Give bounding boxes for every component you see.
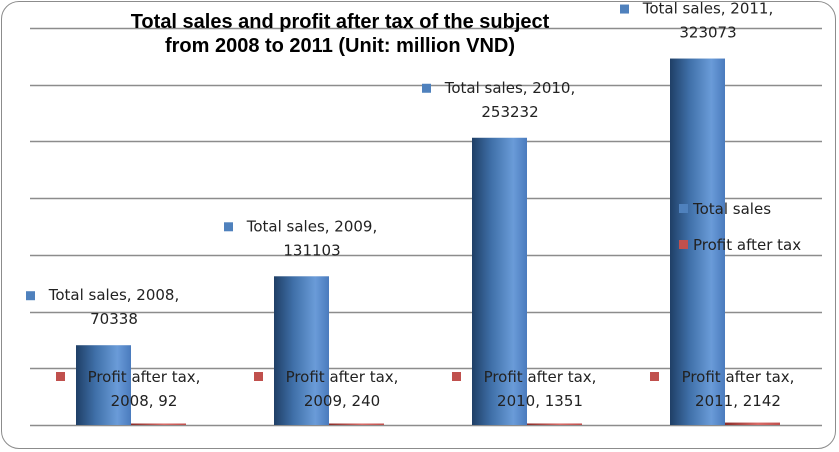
- chart-title-line-1: Total sales and profit after tax of the …: [130, 11, 550, 33]
- data-label-total-sales: Total sales, 2009,: [246, 217, 378, 235]
- data-label-total-sales: Total sales, 2008,: [48, 286, 180, 304]
- legend-key-profit-after-tax: [452, 372, 461, 381]
- legend-swatch-total-sales: [679, 204, 688, 213]
- data-label-profit-after-tax: Profit after tax,: [286, 368, 399, 386]
- bar-profit-after-tax: [131, 423, 186, 425]
- chart-title-line-2: from 2008 to 2011 (Unit: million VND): [164, 35, 516, 57]
- bar-profit-after-tax: [725, 422, 780, 425]
- legend-key-total-sales: [26, 291, 35, 301]
- legend-key-profit-after-tax: [650, 372, 659, 381]
- legend-key-total-sales: [620, 4, 629, 14]
- data-label-total-sales-value: 253232: [481, 103, 538, 121]
- data-label-profit-after-tax: Profit after tax,: [88, 368, 201, 386]
- data-label-profit-after-tax: Profit after tax,: [682, 368, 795, 386]
- data-label-profit-after-tax-value: 2008, 92: [111, 392, 178, 410]
- data-label-profit-after-tax: Profit after tax,: [484, 368, 597, 386]
- legend-label-profit-after-tax: Profit after tax: [693, 236, 801, 254]
- legend-swatch-profit-after-tax: [679, 240, 688, 249]
- data-label-total-sales: Total sales, 2011,: [642, 0, 774, 18]
- data-label-profit-after-tax-value: 2009, 240: [304, 392, 380, 410]
- legend-key-profit-after-tax: [254, 372, 263, 381]
- bar-total-sales: [274, 276, 329, 425]
- legend-key-total-sales: [422, 83, 431, 93]
- bar-profit-after-tax: [527, 423, 582, 425]
- data-label-profit-after-tax-value: 2011, 2142: [695, 392, 781, 410]
- bar-total-sales: [472, 137, 527, 425]
- bar-total-sales: [76, 345, 131, 425]
- data-label-total-sales: Total sales, 2010,: [444, 79, 576, 97]
- legend-key-profit-after-tax: [56, 372, 65, 381]
- data-labels: Total sales, 2008, 70338 Profit after tax,…: [26, 0, 794, 410]
- legend: Total sales Profit after tax: [679, 200, 801, 254]
- legend-key-total-sales: [224, 222, 233, 232]
- data-label-total-sales-value: 323073: [679, 24, 736, 42]
- data-label-total-sales-value: 131103: [283, 241, 340, 259]
- bar-profit-after-tax: [329, 423, 384, 425]
- chart-title: Total sales and profit after tax of the …: [60, 10, 620, 58]
- legend-label-total-sales: Total sales: [692, 200, 771, 218]
- data-label-total-sales-value: 70338: [90, 310, 138, 328]
- data-label-profit-after-tax-value: 2010, 1351: [497, 392, 583, 410]
